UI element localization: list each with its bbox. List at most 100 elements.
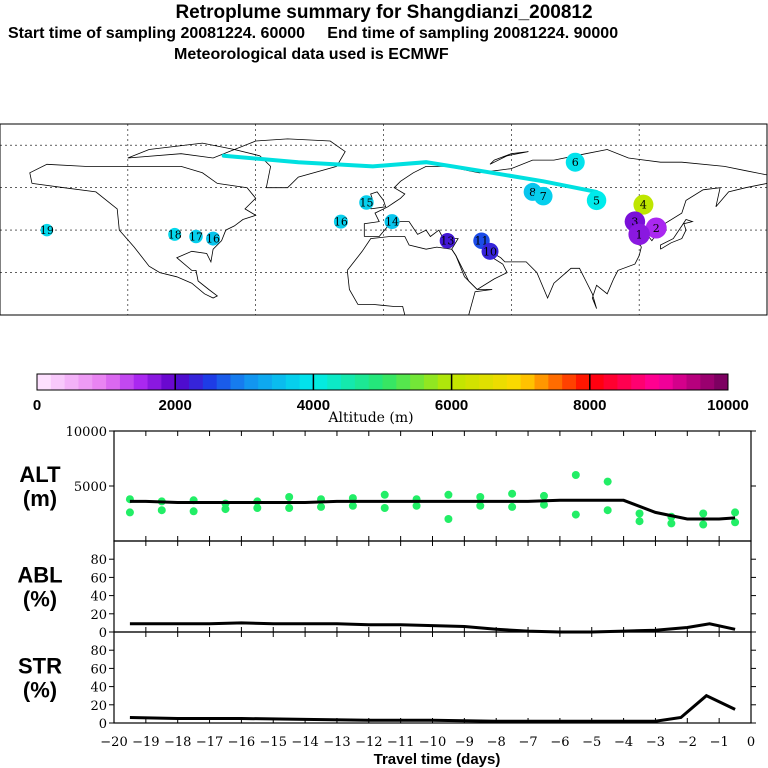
colorbar-cell — [631, 374, 646, 390]
colorbar-tick-label: 2000 — [159, 397, 192, 414]
x-tick-label: −16 — [228, 735, 255, 750]
alt-cluster-point — [317, 502, 326, 511]
colorbar-cell — [244, 374, 259, 390]
panel-ylabel: STR — [18, 654, 62, 679]
colorbar-cell — [534, 374, 549, 390]
y-tick-label: 80 — [90, 644, 107, 659]
coastline — [660, 219, 694, 250]
alt-cluster-point — [508, 489, 517, 498]
x-axis-label: Travel time (days) — [374, 751, 501, 768]
alt-cluster-point — [603, 506, 612, 515]
track-line — [221, 153, 599, 194]
cluster-label: 1 — [636, 228, 643, 241]
colorbar-cell — [686, 374, 701, 390]
cluster-marker — [189, 229, 203, 244]
colorbar-cell — [133, 374, 149, 390]
colorbar-cell — [562, 374, 577, 390]
colorbar-cell — [354, 374, 370, 390]
cluster-marker — [586, 190, 607, 211]
colorbar-cell — [700, 374, 715, 390]
alt-cluster-point — [348, 501, 357, 510]
series-line-alt — [129, 498, 736, 521]
met-data-line: Meteorological data used is ECMWF — [174, 46, 449, 63]
x-tick-label: −10 — [419, 735, 446, 750]
cluster-marker — [206, 231, 221, 246]
colorbar-cell — [465, 374, 480, 390]
colorbar-cell — [106, 374, 121, 390]
alt-cluster-point — [603, 477, 612, 486]
coastline — [127, 142, 236, 159]
cluster-label: 17 — [189, 230, 203, 243]
alt-cluster-point — [571, 510, 580, 519]
cluster-label: 4 — [640, 199, 647, 212]
alt-cluster-point — [699, 509, 708, 518]
y-tick-label: 60 — [90, 662, 107, 677]
colorbar-cell — [479, 374, 494, 390]
cluster-marker — [565, 152, 585, 172]
start-time: Start time of sampling 20081224. 60000 — [8, 25, 306, 42]
alt-cluster-point — [412, 501, 421, 510]
cluster-marker — [168, 227, 182, 241]
coastline — [489, 151, 529, 165]
alt-cluster-point — [539, 491, 548, 500]
colorbar-cell — [368, 374, 383, 390]
time-series-panels: 500010000ALT(m)020406080ABL(%)020406080S… — [17, 425, 756, 750]
colorbar-label: Altitude (m) — [327, 410, 413, 426]
alt-cluster-point — [157, 506, 166, 515]
cluster-label: 18 — [168, 228, 182, 241]
x-tick-label: −18 — [164, 735, 191, 750]
cluster-marker — [359, 195, 374, 210]
y-tick-label: 0 — [99, 626, 107, 641]
alt-cluster-point — [667, 519, 676, 528]
end-time: End time of sampling 20081224. 90000 — [327, 25, 619, 42]
series-line-abl — [129, 621, 736, 634]
altitude-colorbar: 0 2000 4000 6000 8000 10000 — [33, 373, 749, 414]
y-tick-label: 10000 — [66, 425, 107, 440]
colorbar-cell — [437, 374, 453, 390]
colorbar-cell — [161, 374, 176, 390]
colorbar-cell — [271, 374, 287, 390]
y-tick-label: 40 — [90, 590, 107, 605]
alt-cluster-point — [476, 493, 485, 501]
x-tick-label: −2 — [678, 735, 697, 750]
cluster-marker — [40, 223, 54, 237]
colorbar-cell — [50, 374, 66, 390]
cluster-marker — [628, 223, 650, 246]
colorbar-cell — [78, 374, 93, 390]
coastline — [29, 163, 257, 299]
cluster-marker — [534, 186, 553, 206]
colorbar-cell — [603, 374, 618, 390]
colorbar-cell — [313, 374, 328, 390]
alt-cluster-point — [635, 517, 644, 526]
colorbar-tick-label: 8000 — [573, 397, 606, 414]
colorbar-cell — [64, 374, 79, 390]
colorbar-cell — [714, 374, 729, 390]
colorbar-cell — [658, 374, 674, 390]
colorbar-cell — [147, 374, 162, 390]
colorbar-cell — [37, 374, 52, 390]
alt-cluster-point — [699, 520, 708, 529]
alt-cluster-point — [508, 502, 517, 511]
panel-ylabel: (m) — [23, 486, 57, 511]
cluster-label: 3 — [631, 216, 638, 229]
alt-cluster-point — [476, 501, 485, 510]
panel-ylabel: (%) — [23, 678, 57, 703]
alt-cluster-point — [539, 500, 548, 509]
colorbar-cell — [451, 374, 466, 390]
alt-cluster-point — [731, 508, 740, 517]
colorbar-cell — [672, 374, 688, 390]
y-tick-label: 5000 — [74, 480, 107, 495]
y-tick-label: 40 — [90, 681, 107, 696]
x-tick-label: −9 — [455, 735, 474, 750]
cluster-label: 7 — [540, 190, 547, 203]
cluster-label: 10 — [483, 245, 497, 258]
cluster-label: 13 — [440, 235, 454, 248]
panel-frame-abl — [113, 540, 752, 633]
panel-frame-str — [113, 631, 752, 724]
cluster-label: 14 — [385, 216, 399, 229]
alt-cluster-point — [571, 471, 580, 479]
y-tick-label: 20 — [90, 699, 107, 714]
panel-ylabel: (%) — [23, 587, 57, 612]
